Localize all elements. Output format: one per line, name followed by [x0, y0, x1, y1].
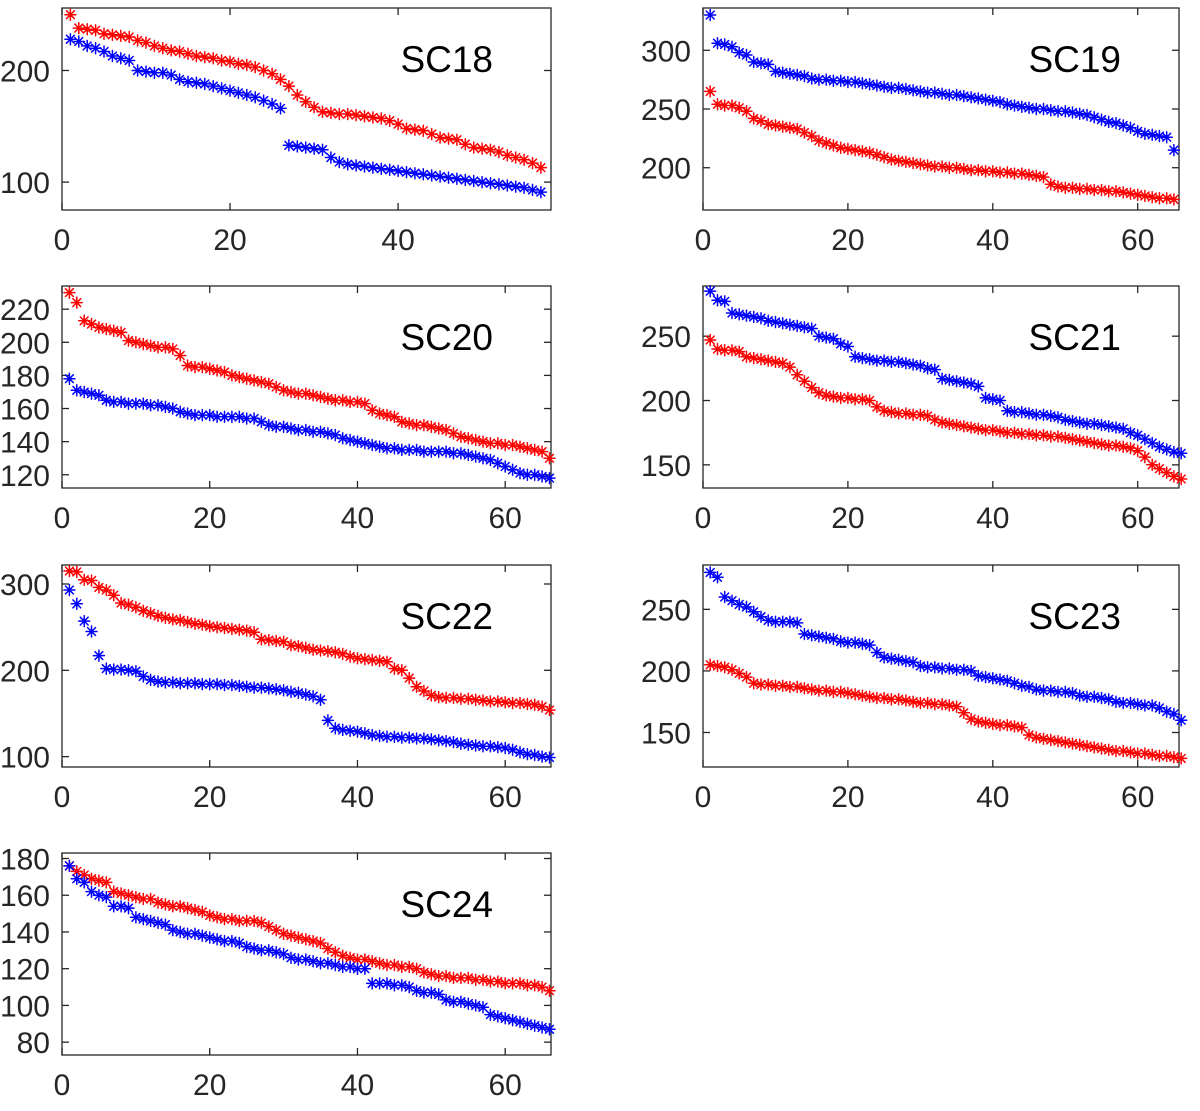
series-blue-markers	[63, 859, 556, 1036]
x-tick-label: 40	[976, 781, 1009, 814]
plot-box	[61, 7, 552, 211]
panel-SC18: 0 20 40 100 200 SC18	[0, 7, 552, 257]
panel-title: SC18	[400, 39, 493, 80]
y-tick-label: 180	[0, 844, 50, 877]
y-tick-label: 300	[0, 569, 50, 602]
y-tick-label: 140	[0, 917, 50, 950]
y-tick-label: 120	[0, 954, 50, 987]
y-tick-label: 140	[0, 427, 50, 460]
y-tick-label: 250	[641, 594, 691, 627]
series-blue-markers	[64, 32, 548, 199]
x-tick-label: 0	[695, 502, 712, 535]
series-blue-markers	[63, 372, 556, 485]
plot-box	[61, 285, 552, 489]
panel-SC21: 0 20 40 60 150 200 250 SC21	[641, 284, 1188, 535]
x-tick-label: 60	[1121, 502, 1154, 535]
x-tick-label: 40	[341, 502, 374, 535]
y-tick-label: 180	[0, 360, 50, 393]
y-tick-label: 200	[641, 656, 691, 689]
x-tick-label: 20	[831, 781, 864, 814]
plot-box	[61, 852, 552, 1056]
series-blue-markers	[63, 583, 556, 764]
y-tick-label: 100	[0, 742, 50, 775]
x-tick-label: 60	[489, 502, 522, 535]
y-tick-label: 120	[0, 460, 50, 493]
plot-box	[61, 564, 552, 768]
y-tick-label: 160	[0, 880, 50, 913]
y-tick-label: 220	[0, 294, 50, 327]
y-tick-label: 250	[641, 94, 691, 127]
y-tick-label: 200	[0, 55, 50, 88]
y-tick-label: 150	[641, 718, 691, 751]
x-tick-label: 60	[1121, 781, 1154, 814]
x-tick-label: 0	[695, 224, 712, 257]
x-tick-label: 20	[831, 224, 864, 257]
y-tick-label: 200	[0, 327, 50, 360]
x-tick-label: 40	[976, 224, 1009, 257]
y-tick-label: 200	[641, 153, 691, 186]
y-tick-label: 100	[0, 167, 50, 200]
series-red-markers	[703, 333, 1188, 486]
x-tick-label: 20	[213, 224, 246, 257]
y-tick-label: 200	[641, 386, 691, 419]
x-tick-label: 60	[1121, 224, 1154, 257]
x-tick-label: 40	[341, 781, 374, 814]
series-red-markers	[64, 8, 548, 174]
series-red-markers	[63, 564, 556, 717]
panel-SC22: 0 20 40 60 100 200 300 SC22	[0, 564, 556, 814]
plot-box	[702, 285, 1180, 489]
series-red-markers	[703, 658, 1188, 765]
x-tick-label: 0	[695, 781, 712, 814]
y-tick-label: 80	[17, 1027, 50, 1060]
series-red-markers	[63, 859, 556, 997]
plot-box	[702, 564, 1180, 768]
series-red-markers	[63, 286, 556, 465]
panel-title: SC22	[400, 596, 493, 637]
panel-title: SC19	[1028, 39, 1121, 80]
x-tick-label: 20	[193, 781, 226, 814]
x-tick-label: 20	[193, 502, 226, 535]
x-tick-label: 0	[54, 502, 71, 535]
y-tick-label: 300	[641, 35, 691, 68]
series-blue-markers	[703, 284, 1188, 460]
x-tick-label: 0	[54, 781, 71, 814]
y-tick-label: 150	[641, 450, 691, 483]
x-tick-label: 40	[341, 1069, 374, 1102]
series-red-markers	[703, 85, 1181, 206]
x-tick-label: 20	[193, 1069, 226, 1102]
x-tick-label: 0	[54, 224, 71, 257]
series-blue-markers	[703, 566, 1188, 727]
y-tick-label: 200	[0, 655, 50, 688]
y-tick-label: 160	[0, 394, 50, 427]
x-tick-label: 40	[381, 224, 414, 257]
series-blue-markers	[703, 8, 1181, 157]
x-tick-label: 40	[976, 502, 1009, 535]
x-tick-label: 0	[54, 1069, 71, 1102]
panel-SC19: 0 20 40 60 200 250 300 SC19	[641, 7, 1181, 257]
y-tick-label: 250	[641, 321, 691, 354]
panel-title: SC24	[400, 884, 493, 925]
x-tick-label: 60	[489, 1069, 522, 1102]
panel-title: SC23	[1028, 596, 1121, 637]
panel-title: SC21	[1028, 317, 1121, 358]
panel-SC23: 0 20 40 60 150 200 250 SC23	[641, 564, 1188, 814]
x-tick-label: 60	[489, 781, 522, 814]
x-tick-label: 20	[831, 502, 864, 535]
panel-title: SC20	[400, 317, 493, 358]
y-tick-label: 100	[0, 990, 50, 1023]
